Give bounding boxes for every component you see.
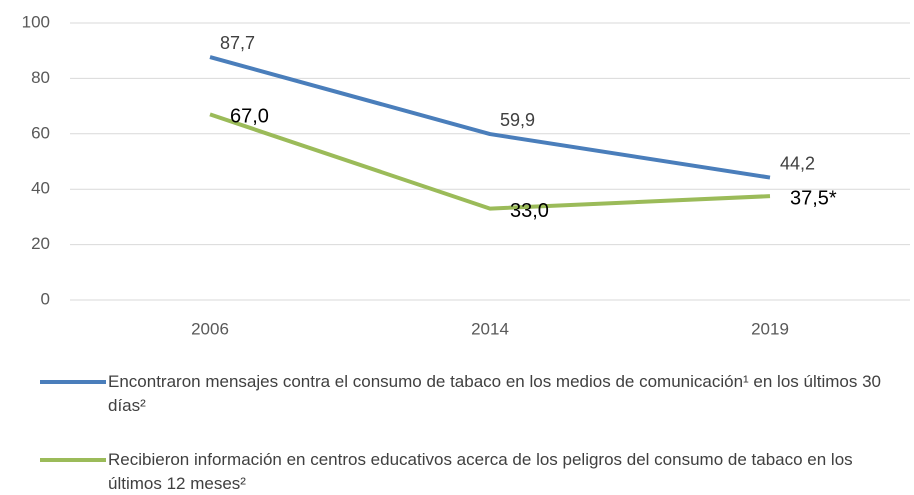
- y-tick-label: 20: [31, 234, 50, 253]
- legend-item: Recibieron información en centros educat…: [40, 448, 910, 495]
- plot: 0 20 40 60 80 100 2006 2014 2019 87,7 59,9 44,2 67,0…: [22, 12, 910, 338]
- legend-swatch: [40, 458, 106, 462]
- data-label: 44,2: [780, 153, 815, 173]
- y-tick-label: 0: [41, 289, 50, 308]
- series-line: [209, 112, 771, 211]
- data-label: 59,9: [500, 110, 535, 130]
- data-label: 87,7: [220, 33, 255, 53]
- x-tick-label: 2006: [191, 319, 229, 338]
- y-tick-label: 100: [22, 12, 50, 31]
- x-tick-label: 2014: [471, 319, 509, 338]
- y-tick-label: 60: [31, 123, 50, 142]
- series-line: [209, 55, 771, 180]
- legend-swatch: [40, 380, 106, 384]
- data-label: 67,0: [230, 106, 269, 128]
- y-tick-label: 80: [31, 68, 50, 87]
- data-label: 37,5*: [790, 187, 837, 209]
- x-tick-label: 2019: [751, 319, 789, 338]
- y-tick-label: 40: [31, 179, 50, 198]
- legend-item: Encontraron mensajes contra el consumo d…: [40, 370, 910, 418]
- legend-label: Recibieron información en centros educat…: [108, 450, 853, 493]
- data-label: 33,0: [510, 200, 549, 222]
- legend-label: Encontraron mensajes contra el consumo d…: [108, 372, 881, 415]
